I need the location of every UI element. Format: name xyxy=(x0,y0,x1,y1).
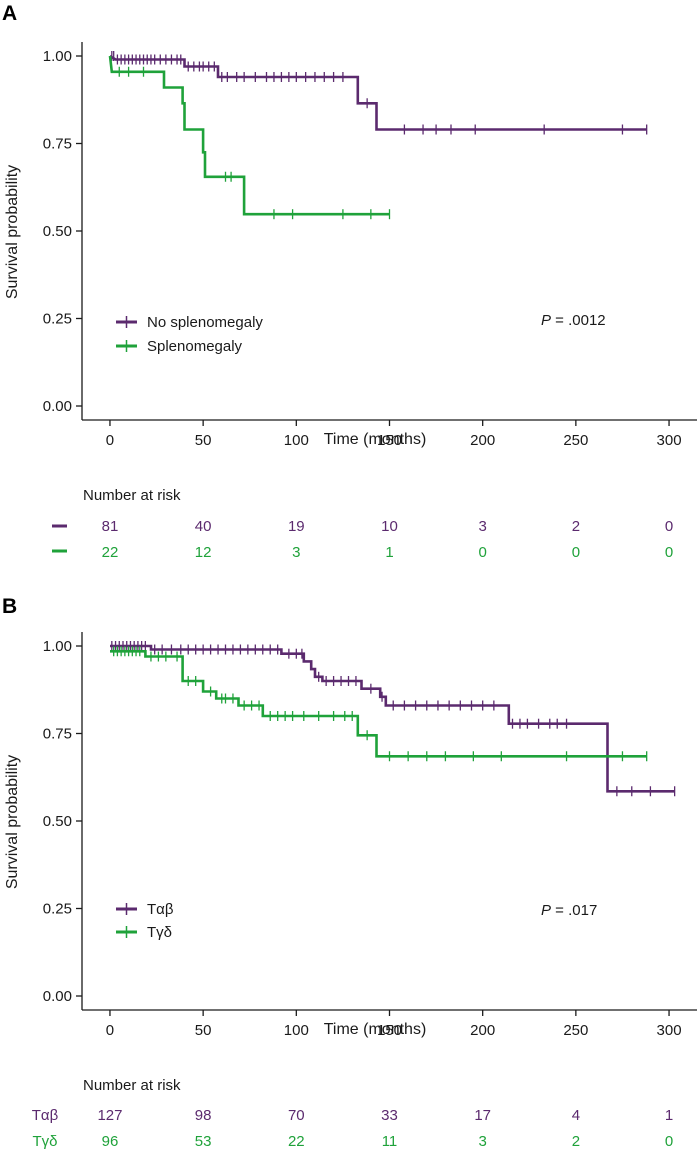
risk-count: 33 xyxy=(381,1107,398,1124)
y-tick-label: 0.00 xyxy=(43,398,72,415)
x-tick-label: 150 xyxy=(377,432,402,449)
y-tick-label: 0.50 xyxy=(43,223,72,240)
risk-count: 0 xyxy=(665,1133,673,1150)
panel-a-legend: No splenomegaly Splenomegaly xyxy=(116,314,263,355)
y-tick-label: 0.50 xyxy=(43,813,72,830)
panel-b-x-label: Time (months) xyxy=(324,1021,427,1038)
x-tick-label: 100 xyxy=(284,1022,309,1039)
panel-b-y-label: Survival probability xyxy=(4,755,21,889)
risk-count: 98 xyxy=(195,1107,212,1124)
y-tick-label: 1.00 xyxy=(43,48,72,65)
panel-b-x-ticks: 0 50 100 150 200 250 300 xyxy=(106,1010,682,1039)
risk-label-tab: Tαβ xyxy=(32,1107,59,1124)
survival-curve xyxy=(110,644,675,793)
panel-a-label: A xyxy=(2,2,17,25)
risk-count: 3 xyxy=(292,544,300,561)
x-tick-label: 300 xyxy=(657,1022,682,1039)
x-tick-label: 100 xyxy=(284,432,309,449)
risk-count: 19 xyxy=(288,518,305,535)
risk-count: 0 xyxy=(665,518,673,535)
risk-count: 2 xyxy=(572,1133,580,1150)
legend-label-splenomegaly: Splenomegaly xyxy=(147,338,243,355)
risk-count: 40 xyxy=(195,518,212,535)
risk-count: 70 xyxy=(288,1107,305,1124)
panel-a-x-label: Time (months) xyxy=(324,431,427,448)
risk-count: 3 xyxy=(479,518,487,535)
risk-count: 127 xyxy=(97,1107,122,1124)
risk-count: 0 xyxy=(479,544,487,561)
y-tick-label: 0.25 xyxy=(43,311,72,328)
x-tick-label: 250 xyxy=(563,1022,588,1039)
panel-a: A 0.000.250.500.751.00 0 50 100 150 200 250 30… xyxy=(2,2,697,561)
legend-label-no-splenomegaly: No splenomegaly xyxy=(147,314,263,331)
panel-b-risk-table: Number at risk Tαβ Tγδ 127 98 70 33 17 4 1 96 5… xyxy=(32,1077,673,1150)
risk-count: 1 xyxy=(665,1107,673,1124)
risk-count: 1 xyxy=(385,544,393,561)
risk-count: 17 xyxy=(474,1107,491,1124)
risk-count: 0 xyxy=(665,544,673,561)
legend-label-tab: Tαβ xyxy=(147,901,174,918)
y-tick-label: 0.75 xyxy=(43,136,72,153)
y-tick-label: 0.00 xyxy=(43,988,72,1005)
x-tick-label: 300 xyxy=(657,432,682,449)
risk-row-tab: 127 98 70 33 17 4 1 xyxy=(97,1107,673,1124)
panel-b-curves xyxy=(110,641,676,797)
risk-row-tgd: 96 53 22 11 3 2 0 xyxy=(102,1133,674,1150)
survival-curve xyxy=(109,54,647,131)
panel-a-p-value: P = .0012 xyxy=(541,312,606,329)
risk-count: 0 xyxy=(572,544,580,561)
x-tick-label: 150 xyxy=(377,1022,402,1039)
survival-curve xyxy=(108,55,390,216)
panel-b-p-value: P = .017 xyxy=(541,902,597,919)
y-tick-label: 0.75 xyxy=(43,726,72,743)
risk-count: 12 xyxy=(195,544,212,561)
risk-count: 22 xyxy=(102,544,119,561)
risk-count: 11 xyxy=(382,1133,398,1150)
risk-count: 3 xyxy=(479,1133,487,1150)
risk-count: 81 xyxy=(102,518,119,535)
x-tick-label: 250 xyxy=(563,432,588,449)
survival-curve xyxy=(110,650,647,758)
risk-row-no-splenomegaly: 81 40 19 10 3 2 0 xyxy=(102,518,674,535)
risk-count: 2 xyxy=(572,518,580,535)
y-tick-label: 0.25 xyxy=(43,901,72,918)
x-tick-label: 0 xyxy=(106,1022,114,1039)
panel-a-risk-table: Number at risk 81 40 19 10 3 2 0 22 12 3 1 0 0 0 xyxy=(52,487,673,561)
risk-count: 4 xyxy=(572,1107,580,1124)
x-tick-label: 50 xyxy=(195,1022,212,1039)
risk-count: 53 xyxy=(195,1133,212,1150)
risk-count: 22 xyxy=(288,1133,305,1150)
risk-row-splenomegaly: 22 12 3 1 0 0 0 xyxy=(102,544,674,561)
panel-a-x-ticks: 0 50 100 150 200 250 300 xyxy=(106,420,682,449)
x-tick-label: 200 xyxy=(470,432,495,449)
y-tick-label: 1.00 xyxy=(43,638,72,655)
panel-a-y-ticks: 0.00 0.25 0.50 0.75 1.00 xyxy=(43,48,82,415)
panel-a-curves xyxy=(108,51,648,220)
panel-b: B 0.000.250.500.751.00 0 50 100 150 200 250 30… xyxy=(2,595,697,1150)
panel-b-legend: Tαβ Tγδ xyxy=(116,901,174,941)
panel-b-risk-title: Number at risk xyxy=(83,1077,181,1094)
panel-a-y-label: Survival probability xyxy=(4,165,21,299)
x-tick-label: 50 xyxy=(195,432,212,449)
risk-count: 96 xyxy=(102,1133,119,1150)
x-tick-label: 200 xyxy=(470,1022,495,1039)
panel-b-label: B xyxy=(2,595,17,618)
panel-a-risk-title: Number at risk xyxy=(83,487,181,504)
risk-label-tgd: Tγδ xyxy=(32,1133,57,1150)
risk-count: 10 xyxy=(381,518,398,535)
legend-label-tgd: Tγδ xyxy=(147,924,172,941)
x-tick-label: 0 xyxy=(106,432,114,449)
panel-b-y-ticks: 0.00 0.25 0.50 0.75 1.00 xyxy=(43,638,82,1005)
